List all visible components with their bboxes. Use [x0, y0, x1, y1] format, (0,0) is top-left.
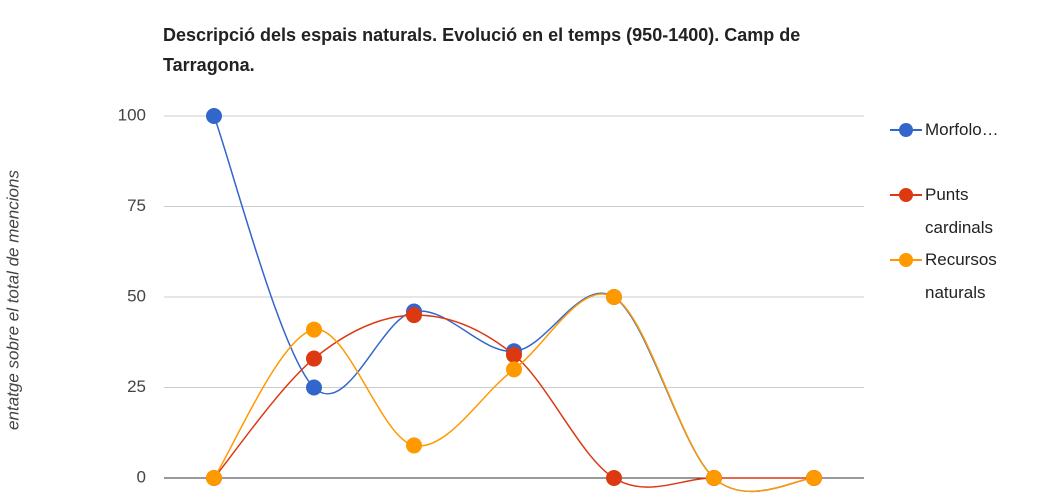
chart-title: Descripció dels espais naturals. Evoluci… — [163, 25, 801, 75]
point — [306, 350, 322, 367]
line — [213, 115, 815, 493]
point — [806, 470, 822, 486]
point — [506, 361, 522, 378]
y-axis-label: entatge sobre el total de mencions — [3, 170, 22, 430]
y-tick-label: 0 — [137, 467, 146, 486]
y-tick-label: 75 — [127, 196, 146, 215]
legend-label: Morfolo… — [925, 120, 999, 139]
point — [206, 108, 222, 124]
legend-marker — [899, 188, 913, 202]
line — [213, 293, 815, 493]
y-tick-label: 50 — [127, 286, 146, 305]
legend-marker — [899, 123, 913, 137]
y-tick-label: 100 — [118, 105, 146, 124]
legend-label: Punts cardinals — [925, 185, 994, 237]
point — [706, 470, 722, 486]
y-tick-label: 25 — [127, 377, 146, 396]
point — [406, 307, 422, 324]
point — [606, 470, 622, 486]
legend-label: Recursos naturals — [925, 250, 997, 302]
legend-marker — [899, 253, 913, 267]
point — [606, 289, 622, 305]
line — [213, 314, 814, 488]
point — [306, 379, 322, 396]
point — [406, 437, 422, 454]
point — [506, 346, 522, 363]
point — [306, 321, 322, 338]
point — [206, 470, 222, 486]
